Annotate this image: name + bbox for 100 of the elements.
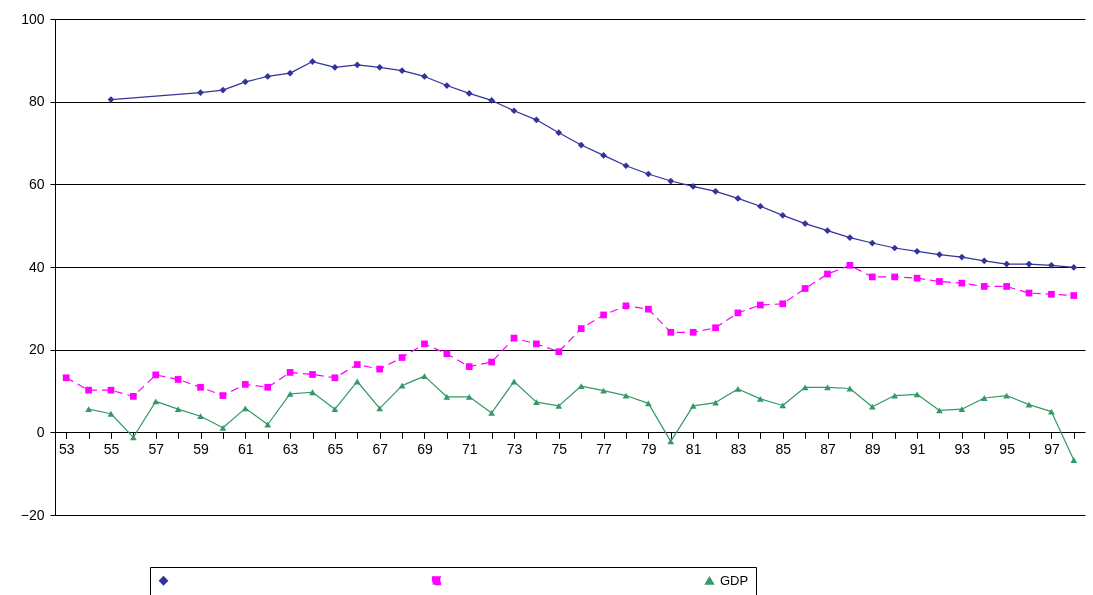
point xyxy=(980,283,988,290)
point xyxy=(958,406,966,413)
point xyxy=(241,381,249,388)
point xyxy=(1070,292,1078,299)
point xyxy=(398,67,406,75)
point xyxy=(600,311,607,319)
point xyxy=(913,274,921,282)
point xyxy=(376,405,384,412)
point xyxy=(331,374,339,382)
point xyxy=(465,363,473,370)
point xyxy=(1048,290,1055,298)
point xyxy=(980,257,988,265)
point xyxy=(533,399,540,406)
point xyxy=(331,406,339,413)
y-tick-label: 20 xyxy=(28,341,45,358)
point xyxy=(891,273,899,281)
x-tick-label: 79 xyxy=(641,440,657,457)
point xyxy=(689,402,697,409)
point xyxy=(174,406,182,413)
point xyxy=(868,273,876,281)
point xyxy=(219,392,227,399)
point xyxy=(286,390,294,397)
point xyxy=(309,389,316,396)
point xyxy=(398,382,406,389)
point xyxy=(219,86,227,94)
x-tick-label: 97 xyxy=(1044,440,1060,457)
point xyxy=(913,247,921,255)
point xyxy=(1003,260,1010,268)
x-tick-label: 87 xyxy=(820,440,836,457)
point xyxy=(980,395,988,401)
point xyxy=(555,129,563,137)
point xyxy=(488,410,495,416)
point xyxy=(1025,401,1033,408)
x-tick-label: 77 xyxy=(596,440,613,457)
point xyxy=(398,354,406,361)
point xyxy=(533,340,540,348)
point xyxy=(264,73,272,80)
point xyxy=(712,324,719,332)
point xyxy=(689,328,697,336)
point xyxy=(913,391,921,398)
point xyxy=(152,398,160,405)
point xyxy=(1048,261,1055,269)
point xyxy=(85,386,92,394)
point xyxy=(577,325,585,332)
point xyxy=(555,402,563,409)
point xyxy=(309,58,316,65)
point xyxy=(353,361,361,368)
point xyxy=(510,107,518,115)
point xyxy=(801,285,809,292)
point xyxy=(936,278,943,285)
point xyxy=(600,152,607,159)
point xyxy=(846,234,854,242)
point xyxy=(801,220,809,227)
point xyxy=(197,89,204,96)
point xyxy=(958,253,966,261)
y-tick-label: −20 xyxy=(20,506,45,523)
x-tick-label: 53 xyxy=(58,440,75,457)
x-tick-label: 59 xyxy=(193,440,210,457)
point xyxy=(801,384,809,391)
x-tick-label: 93 xyxy=(954,440,971,457)
y-tick-label: 60 xyxy=(28,175,45,192)
point xyxy=(689,183,697,190)
point xyxy=(667,328,675,336)
point xyxy=(62,374,70,382)
x-tick-label: 71 xyxy=(461,440,478,457)
point xyxy=(824,227,831,234)
point xyxy=(152,371,160,379)
point xyxy=(645,400,652,407)
y-tick-label: 40 xyxy=(28,258,45,275)
point xyxy=(465,90,473,97)
x-tick-label: 63 xyxy=(282,440,299,457)
point xyxy=(779,300,787,308)
point xyxy=(465,393,473,400)
point xyxy=(197,413,204,420)
x-tick-label: 73 xyxy=(506,440,523,457)
point xyxy=(756,202,764,210)
point xyxy=(756,395,764,402)
point xyxy=(1003,283,1010,290)
point xyxy=(555,348,563,356)
point xyxy=(891,244,899,252)
point xyxy=(130,393,137,400)
point xyxy=(488,97,495,104)
point xyxy=(868,403,876,410)
point xyxy=(734,195,742,202)
x-tick-label: 67 xyxy=(372,440,389,457)
point xyxy=(376,365,384,373)
point xyxy=(286,369,294,376)
point xyxy=(488,358,495,366)
x-tick-label: 65 xyxy=(327,440,344,457)
x-tick-label: 83 xyxy=(730,440,747,457)
point xyxy=(846,261,854,269)
point xyxy=(667,177,675,185)
point xyxy=(219,424,227,431)
point xyxy=(577,141,585,149)
point xyxy=(421,73,428,80)
point xyxy=(353,61,361,69)
point xyxy=(107,386,115,394)
point xyxy=(1025,260,1033,268)
point xyxy=(936,251,943,258)
point xyxy=(264,383,272,391)
